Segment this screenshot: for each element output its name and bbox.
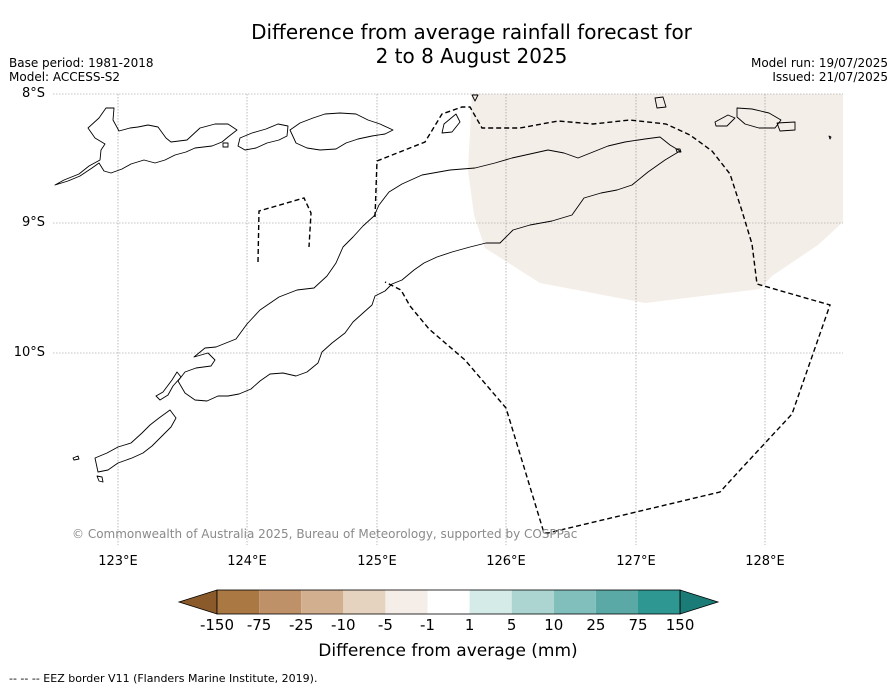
colorbar-label: Difference from average (mm): [318, 641, 578, 661]
colorbar-tick-label: 150: [665, 616, 695, 634]
colorbar-tick-label: 10: [544, 616, 564, 634]
colorbar-segment: [469, 590, 512, 614]
alor-island: [237, 123, 289, 151]
colorbar: [177, 589, 720, 615]
colorbar-segment: [259, 590, 302, 614]
small-islet-9: [222, 142, 229, 148]
flores-coast: [54, 107, 238, 186]
rote-island: [155, 371, 182, 401]
colorbar-segment: [511, 590, 554, 614]
small-islet-7: [675, 148, 682, 153]
lat-label-10s: 10°S: [13, 345, 45, 360]
colorbar-tick-label: -1: [420, 616, 435, 634]
small-islet-1: [72, 455, 80, 461]
chart-title: Difference from average rainfall forecas…: [0, 20, 896, 68]
base-period: Base period: 1981-2018: [9, 56, 154, 70]
colorbar-outline: [216, 589, 681, 615]
model-name: Model: ACCESS-S2: [9, 70, 121, 84]
rainfall-anomaly-region: [468, 94, 843, 303]
small-islet-3: [654, 96, 667, 109]
coastlines: [54, 94, 832, 483]
timor-island: [177, 136, 681, 402]
colorbar-extend-high: [679, 589, 720, 615]
lat-label-9s: 9°S: [21, 215, 45, 230]
title-line-2: 2 to 8 August 2025: [375, 44, 568, 68]
copyright-notice: © Commonwealth of Australia 2025, Bureau…: [72, 527, 578, 541]
colorbar-segment: [638, 590, 681, 614]
lon-label-123e: 123°E: [98, 554, 138, 569]
small-islet-2: [96, 475, 104, 483]
colorbar-tick-label: -150: [199, 616, 235, 634]
model-run: Model run: 19/07/2025: [750, 56, 888, 70]
graticule: [53, 93, 843, 545]
colorbar-segment: [343, 590, 386, 614]
colorbar-segment: [217, 590, 260, 614]
small-islet-10: [471, 94, 479, 102]
title-line-1: Difference from average rainfall forecas…: [251, 20, 692, 44]
colorbar-extend-low: [177, 589, 218, 615]
colorbar-segment: [595, 590, 638, 614]
colorbar-segment: [553, 590, 596, 614]
colorbar-tick-label: 25: [586, 616, 606, 634]
colorbar-tick-label: -10: [331, 616, 356, 634]
colorbar-segment: [427, 590, 470, 614]
small-islet-8: [828, 135, 832, 140]
lon-label-127e: 127°E: [616, 554, 656, 569]
meta-right: Model run: 19/07/2025 Issued: 21/07/2025: [751, 56, 888, 84]
colorbar-tick-label: -5: [377, 616, 393, 634]
eez-footnote: -- -- -- EEZ border V11 (Flanders Marine…: [9, 672, 318, 685]
colorbar-tick-label: -75: [246, 616, 272, 634]
colorbar-tick-label: -25: [288, 616, 314, 634]
small-islet-11: [441, 113, 461, 134]
lon-label-125e: 125°E: [357, 554, 397, 569]
lon-label-124e: 124°E: [227, 554, 267, 569]
small-islet-6: [776, 121, 796, 132]
colorbar-segment: [301, 590, 344, 614]
colorbar-segment: [385, 590, 428, 614]
lon-label-126e: 126°E: [486, 554, 526, 569]
eez-border: [257, 106, 831, 534]
colorbar-tick-label: 5: [506, 616, 517, 634]
lat-label-8s: 8°S: [21, 86, 45, 101]
issued-date: Issued: 21/07/2025: [772, 70, 888, 84]
meta-left: Base period: 1981-2018 Model: ACCESS-S2: [9, 56, 154, 84]
sawu-coast: [94, 409, 177, 473]
lon-label-128e: 128°E: [745, 554, 785, 569]
small-islet-5: [736, 107, 782, 129]
colorbar-tick-label: 75: [628, 616, 648, 634]
colorbar-tick-label: 1: [464, 616, 475, 634]
wetar-coast: [289, 112, 394, 151]
small-islet-4: [714, 114, 736, 127]
